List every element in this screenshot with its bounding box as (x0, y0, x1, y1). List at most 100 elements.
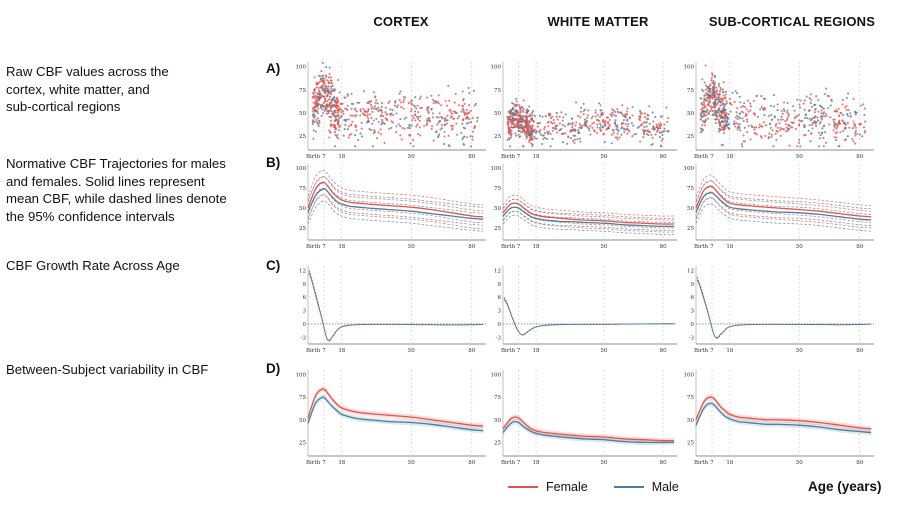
scatter-point-female (575, 121, 578, 124)
scatter-point-female (788, 144, 791, 147)
scatter-point-male (725, 120, 728, 123)
scatter-point-female (347, 136, 350, 139)
scatter-point-male (469, 135, 472, 138)
scatter-point-female (749, 138, 752, 141)
scatter-point-female (626, 110, 629, 113)
scatter-point-male (334, 117, 337, 120)
scatter-point-female (328, 115, 331, 118)
scatter-point-male (467, 86, 470, 89)
scatter-point-male (533, 137, 536, 140)
scatter-point-female (724, 93, 727, 96)
row-b-description-line: the 95% confidence intervals (6, 208, 175, 224)
scatter-point-male (716, 89, 719, 92)
scatter-point-female (471, 135, 474, 138)
scatter-point-female (316, 122, 319, 126)
scatter-point-female (417, 111, 420, 114)
column-header-cortex: CORTEX (373, 14, 429, 29)
scatter-point-male (528, 120, 531, 123)
scatter-point-female (781, 118, 784, 121)
scatter-point-female (312, 91, 315, 94)
scatter-point-female (521, 109, 524, 112)
scatter-point-female (522, 99, 525, 102)
scatter-point-female (610, 133, 613, 136)
scatter-point-female (327, 76, 330, 79)
scatter-point-male (418, 97, 421, 100)
scatter-point-female (844, 106, 847, 109)
scatter-point-male (739, 129, 742, 132)
scatter-point-female (707, 96, 710, 99)
scatter-point-male (332, 88, 335, 91)
scatter-point-male (743, 105, 747, 109)
plot-area (308, 370, 486, 456)
scatter-point-female (553, 121, 556, 125)
scatter-point-male (435, 116, 438, 119)
scatter-point-male (415, 125, 418, 128)
panel-c-cortex: Birth 7 18 50 80 -3 0 3 6 9 12 (299, 266, 486, 354)
x-tick-label: 18 (726, 244, 733, 250)
scatter-point-female (718, 90, 722, 93)
scatter-point-female (798, 138, 801, 141)
scatter-point-female (852, 97, 855, 100)
ci-line-male (695, 181, 872, 210)
scatter-point-female (364, 114, 367, 117)
scatter-point-male (626, 118, 629, 121)
scatter-point-female (354, 107, 357, 110)
column-header-subcortical: SUB-CORTICAL REGIONS (708, 14, 876, 29)
scatter-point-female (722, 81, 725, 84)
scatter-point-female (758, 123, 761, 126)
scatter-point-male (441, 117, 444, 120)
scatter-point-male (721, 88, 724, 91)
row-a-description-line: cortex, white matter, and (6, 81, 150, 97)
scatter-point-female (317, 125, 320, 128)
scatter-point-male (743, 140, 746, 143)
scatter-point-male (527, 109, 530, 112)
scatter-point-female (799, 119, 802, 122)
scatter-point-female (833, 136, 836, 139)
scatter-point-female (822, 137, 825, 140)
scatter-point-female (723, 97, 726, 100)
scatter-point-female (317, 74, 321, 77)
scatter-point-female (543, 126, 546, 129)
scatter-point-female (703, 121, 706, 124)
scatter-point-male (721, 112, 724, 115)
scatter-point-male (344, 123, 347, 127)
y-tick-label: 100 (296, 166, 307, 172)
scatter-point-male (662, 130, 665, 133)
y-tick-label: 50 (687, 111, 694, 117)
scatter-point-female (366, 101, 369, 104)
scatter-point-female (626, 125, 629, 128)
scatter-point-female (706, 108, 709, 111)
scatter-point-female (643, 115, 646, 119)
scatter-point-male (402, 95, 406, 99)
y-tick-label: 0 (691, 322, 695, 328)
scatter-point-female (337, 98, 340, 101)
scatter-point-female (832, 129, 835, 132)
scatter-point-male (327, 85, 330, 88)
scatter-point-female (605, 116, 608, 119)
scatter-point-male (533, 135, 536, 138)
scatter-point-male (735, 92, 739, 95)
y-tick-label: 75 (687, 88, 694, 94)
scatter-point-male (571, 121, 574, 124)
scatter-point-male (380, 105, 383, 108)
y-tick-label: 0 (303, 322, 307, 328)
scatter-point-male (376, 102, 379, 105)
scatter-point-female (764, 134, 767, 138)
scatter-point-male (737, 115, 740, 118)
scatter-point-male (824, 131, 827, 134)
scatter-point-female (513, 104, 516, 107)
scatter-point-male (713, 83, 716, 87)
scatter-point-female (700, 108, 703, 111)
scatter-point-female (722, 116, 725, 119)
scatter-point-female (416, 123, 419, 126)
scatter-point-female (614, 110, 617, 113)
panel-c-white-matter: Birth 7 18 50 80 -3 0 3 6 9 12 (494, 266, 677, 354)
scatter-point-male (605, 128, 608, 131)
scatter-point-female (317, 103, 320, 106)
scatter-point-female (509, 132, 512, 135)
ci-line-male (502, 210, 675, 231)
scatter-point-male (846, 113, 849, 116)
scatter-point-female (466, 112, 469, 115)
scatter-point-female (572, 134, 575, 137)
scatter-point-male (663, 127, 666, 130)
